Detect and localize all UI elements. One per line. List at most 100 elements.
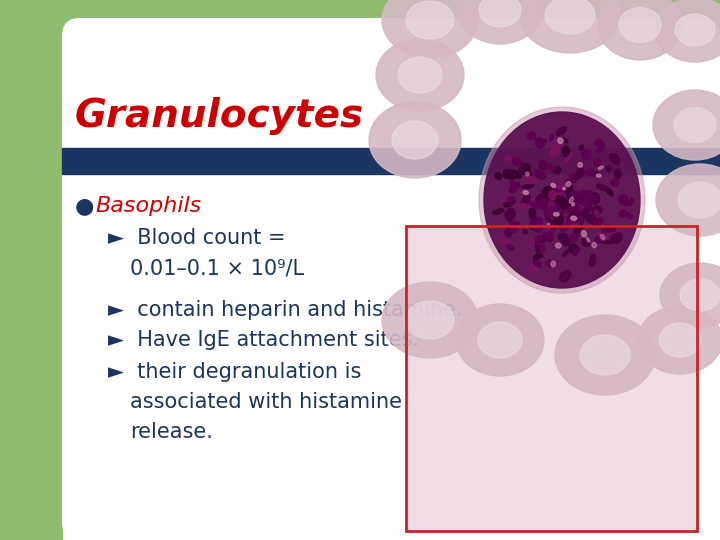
Ellipse shape	[564, 185, 573, 197]
Ellipse shape	[544, 201, 549, 213]
Ellipse shape	[593, 158, 601, 166]
Ellipse shape	[510, 221, 519, 225]
Ellipse shape	[536, 140, 546, 143]
Ellipse shape	[550, 222, 556, 231]
Ellipse shape	[587, 238, 590, 242]
Ellipse shape	[554, 185, 559, 191]
Ellipse shape	[570, 201, 573, 206]
Ellipse shape	[555, 185, 566, 190]
Ellipse shape	[549, 194, 554, 200]
Ellipse shape	[544, 192, 552, 199]
Ellipse shape	[527, 132, 536, 140]
Ellipse shape	[508, 171, 518, 179]
Ellipse shape	[606, 188, 613, 196]
Ellipse shape	[552, 220, 557, 229]
Ellipse shape	[553, 166, 561, 174]
Ellipse shape	[573, 248, 580, 255]
Ellipse shape	[544, 202, 550, 214]
Ellipse shape	[541, 163, 551, 170]
Ellipse shape	[656, 164, 720, 236]
Bar	[406, 226, 697, 531]
Ellipse shape	[551, 261, 555, 267]
Ellipse shape	[544, 206, 555, 218]
Ellipse shape	[592, 242, 596, 248]
Ellipse shape	[675, 14, 715, 46]
Ellipse shape	[554, 213, 559, 216]
Ellipse shape	[550, 184, 560, 193]
Ellipse shape	[555, 199, 566, 205]
Bar	[406, 226, 697, 531]
Ellipse shape	[529, 238, 535, 247]
Ellipse shape	[564, 221, 572, 229]
Ellipse shape	[536, 242, 539, 253]
Ellipse shape	[562, 195, 573, 204]
Ellipse shape	[578, 216, 584, 225]
Ellipse shape	[570, 223, 577, 230]
Ellipse shape	[564, 179, 570, 184]
Ellipse shape	[559, 271, 571, 282]
Ellipse shape	[562, 238, 570, 246]
Ellipse shape	[369, 102, 461, 178]
Ellipse shape	[484, 112, 640, 288]
Ellipse shape	[563, 187, 565, 190]
Ellipse shape	[564, 217, 569, 224]
Ellipse shape	[492, 209, 504, 214]
Ellipse shape	[564, 153, 572, 162]
Ellipse shape	[611, 179, 618, 186]
Text: ►  their degranulation is: ► their degranulation is	[108, 362, 361, 382]
Ellipse shape	[523, 191, 528, 194]
Ellipse shape	[502, 197, 508, 203]
Ellipse shape	[566, 200, 571, 213]
Ellipse shape	[554, 201, 559, 207]
Ellipse shape	[598, 0, 682, 60]
Ellipse shape	[506, 226, 517, 233]
Text: ►  contain heparin and histamine.: ► contain heparin and histamine.	[108, 300, 463, 320]
Ellipse shape	[606, 227, 616, 232]
Ellipse shape	[524, 168, 532, 176]
Ellipse shape	[555, 205, 559, 210]
Ellipse shape	[600, 234, 605, 240]
Ellipse shape	[528, 265, 538, 272]
Ellipse shape	[580, 209, 589, 218]
Ellipse shape	[517, 204, 527, 208]
Ellipse shape	[555, 193, 562, 198]
Ellipse shape	[570, 197, 574, 203]
Ellipse shape	[536, 235, 542, 244]
Ellipse shape	[569, 206, 580, 217]
Ellipse shape	[547, 191, 552, 197]
Ellipse shape	[533, 259, 541, 267]
Text: associated with histamine: associated with histamine	[130, 392, 402, 412]
Ellipse shape	[546, 232, 553, 238]
Ellipse shape	[571, 203, 580, 214]
Ellipse shape	[580, 145, 583, 150]
Ellipse shape	[398, 57, 442, 93]
Ellipse shape	[540, 161, 547, 168]
Ellipse shape	[456, 304, 544, 376]
Ellipse shape	[562, 146, 569, 157]
Ellipse shape	[535, 219, 541, 230]
Ellipse shape	[545, 0, 595, 34]
Ellipse shape	[595, 218, 603, 226]
Ellipse shape	[523, 194, 530, 202]
Ellipse shape	[510, 221, 515, 225]
Ellipse shape	[559, 208, 567, 215]
Ellipse shape	[582, 191, 593, 197]
Ellipse shape	[541, 235, 545, 242]
Ellipse shape	[544, 190, 549, 195]
Ellipse shape	[585, 168, 594, 176]
Ellipse shape	[626, 213, 632, 219]
Ellipse shape	[610, 153, 620, 164]
Bar	[62, 148, 720, 174]
Ellipse shape	[541, 199, 553, 209]
Ellipse shape	[549, 185, 559, 193]
Ellipse shape	[559, 221, 568, 231]
Ellipse shape	[570, 191, 578, 199]
Ellipse shape	[542, 186, 551, 193]
Ellipse shape	[580, 335, 630, 375]
Ellipse shape	[619, 210, 626, 217]
Ellipse shape	[560, 215, 566, 224]
Ellipse shape	[653, 90, 720, 160]
Ellipse shape	[564, 195, 570, 202]
Ellipse shape	[458, 0, 542, 44]
Ellipse shape	[602, 224, 610, 233]
